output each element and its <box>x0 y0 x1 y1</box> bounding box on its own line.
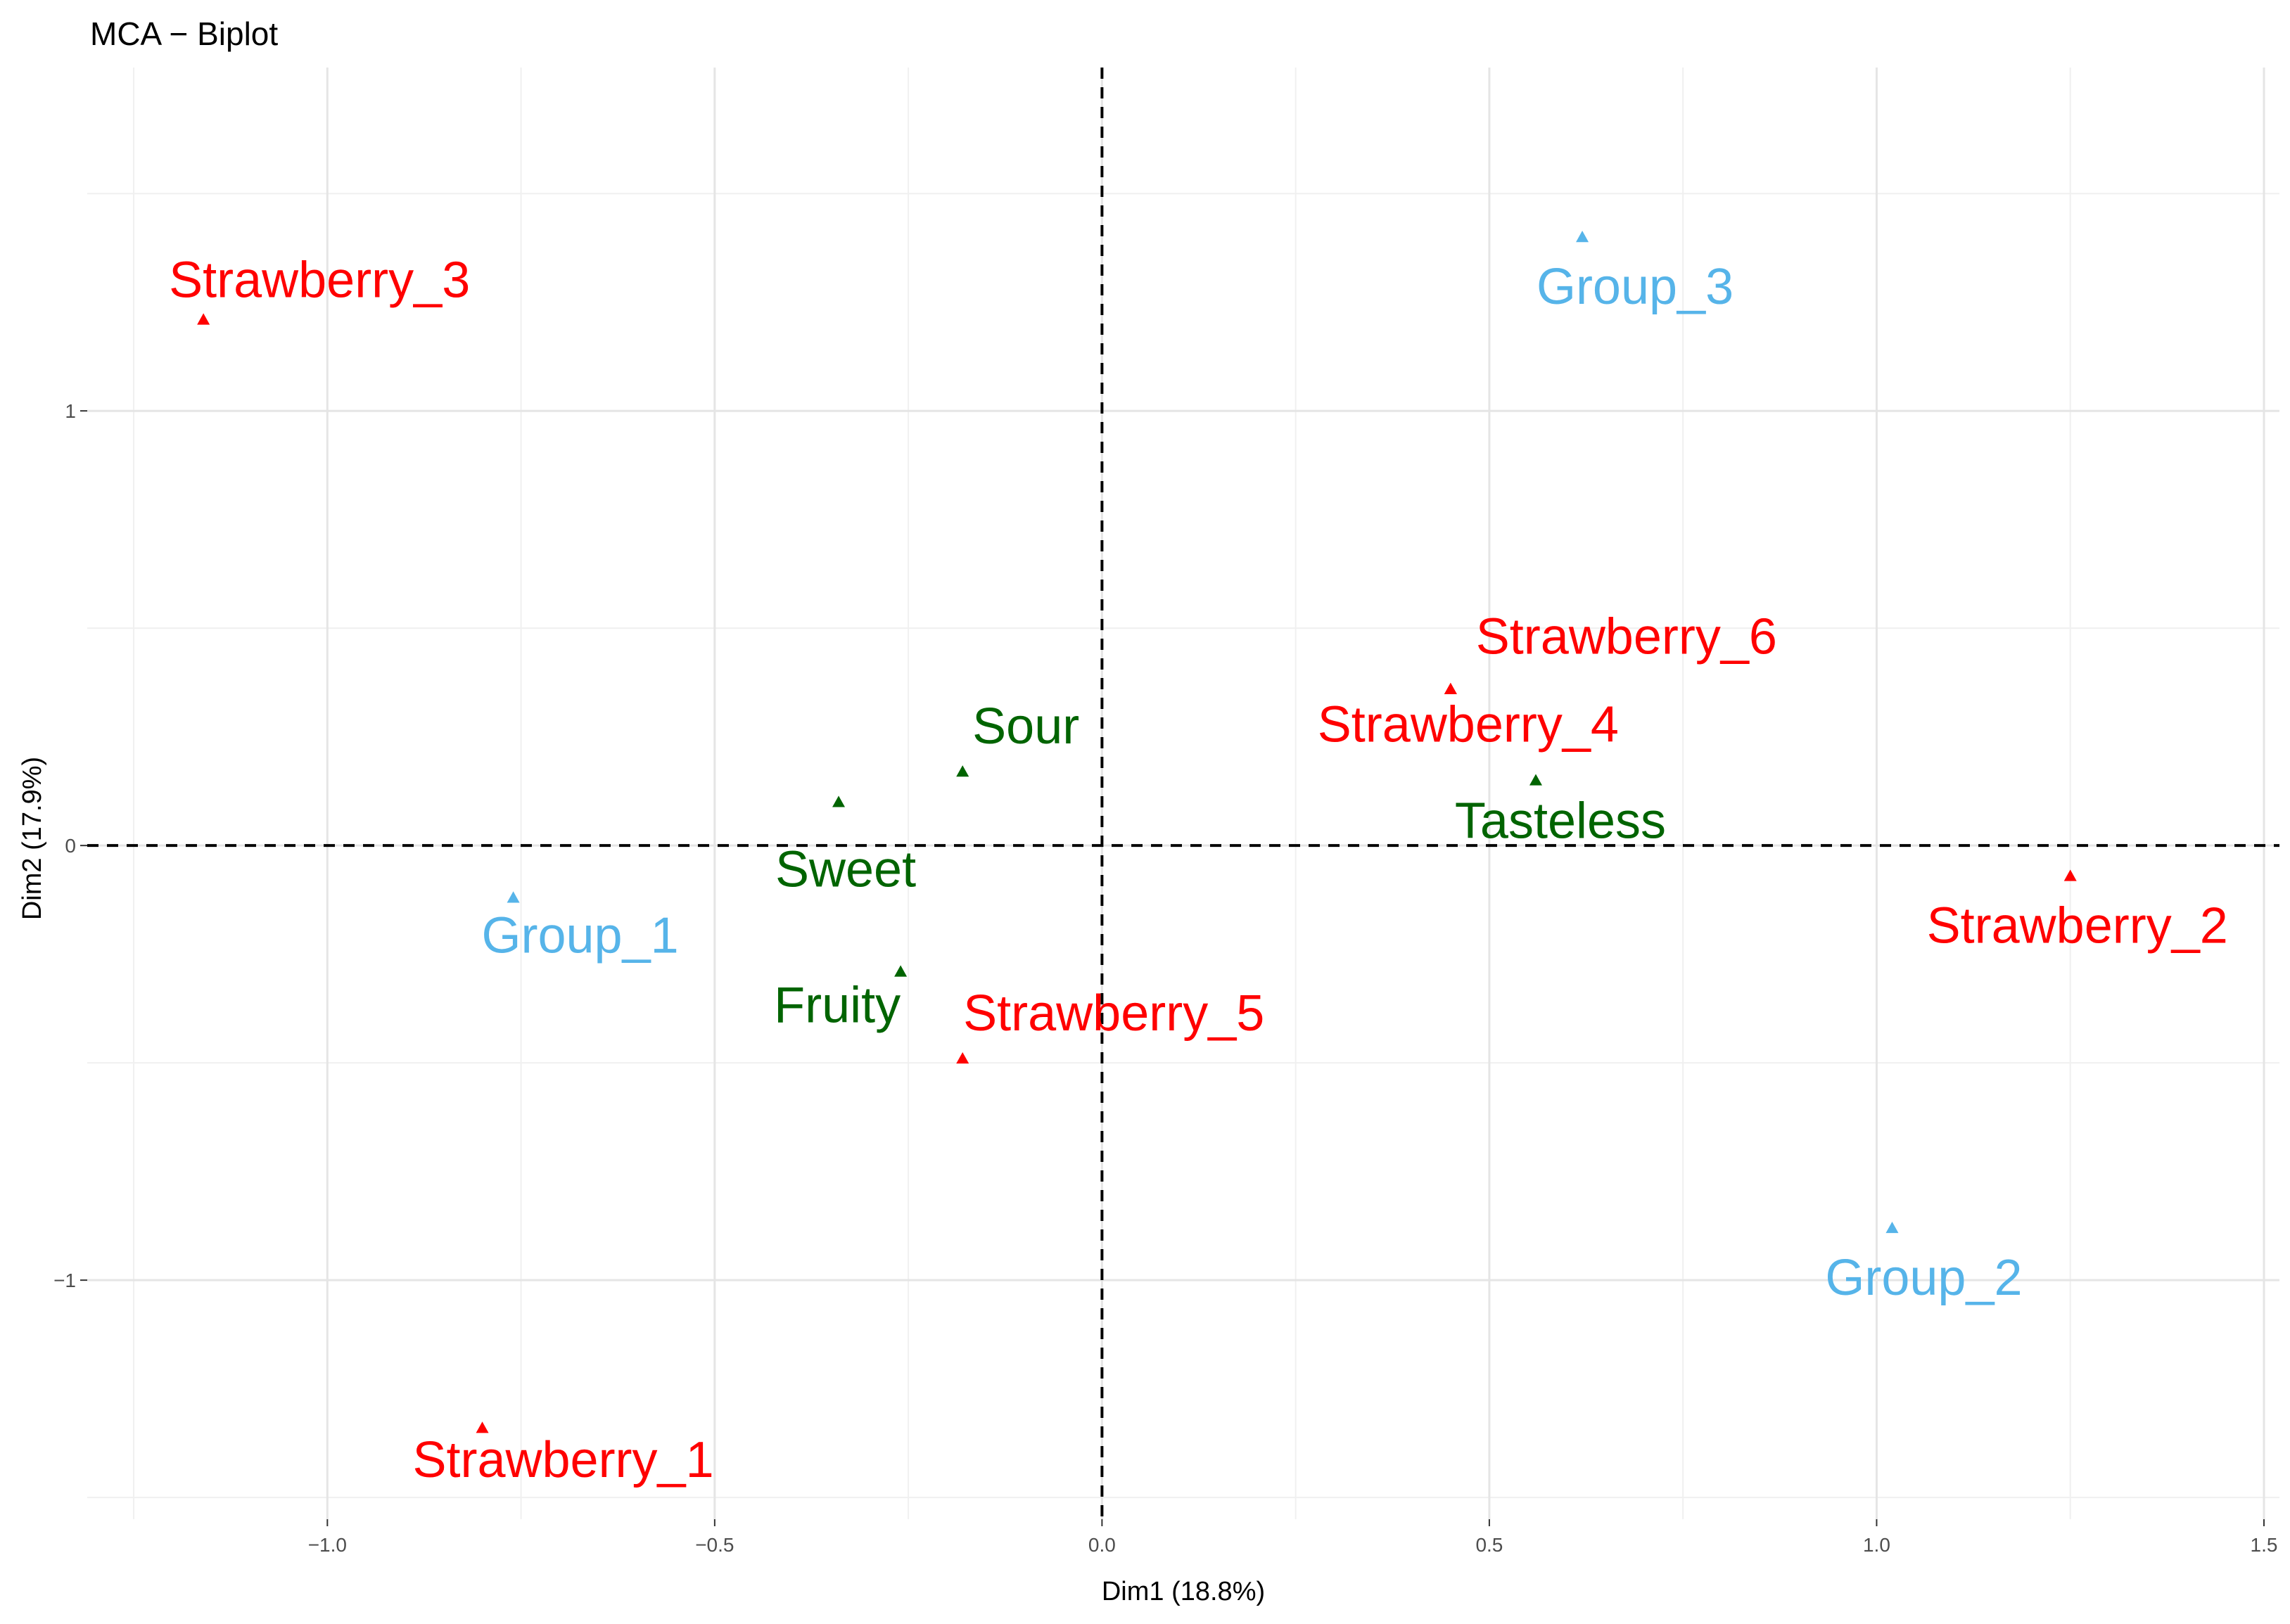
y-tick-label: 1 <box>65 400 76 422</box>
x-tick-label: 0.0 <box>1088 1534 1116 1556</box>
individuals-point <box>476 1421 489 1433</box>
axes: −1.0 −0.5 0.0 0.5 1.0 1.5 −1 0 1 <box>53 400 2277 1556</box>
individuals-label: Strawberry_2 <box>1927 897 2228 954</box>
individuals-point <box>2063 869 2077 881</box>
groups-label: Group_1 <box>481 907 678 964</box>
groups-point <box>1576 231 1589 243</box>
data-points <box>197 231 2077 1433</box>
variables-label: Fruity <box>774 977 901 1033</box>
individuals-label: Strawberry_5 <box>963 985 1264 1042</box>
variables-label: Sweet <box>775 841 916 897</box>
x-axis-title: Dim1 (18.8%) <box>1102 1577 1265 1606</box>
individuals-point <box>197 313 210 325</box>
individuals-point <box>956 1051 969 1064</box>
x-tick-label: 0.5 <box>1475 1534 1503 1556</box>
groups-point <box>507 891 520 903</box>
groups-point <box>1885 1221 1899 1234</box>
groups-label: Group_3 <box>1537 259 1734 315</box>
variables-label: Tasteless <box>1455 793 1666 849</box>
variables-point <box>956 765 969 777</box>
x-tick-label: 1.0 <box>1863 1534 1890 1556</box>
chart-title: MCA − Biplot <box>90 15 278 52</box>
y-tick-label: −1 <box>53 1270 76 1291</box>
data-labels: Strawberry_1 Strawberry_2 Strawberry_3 Stra… <box>169 252 2228 1488</box>
minor-grid <box>87 68 2279 1519</box>
x-tick-label: 1.5 <box>2251 1534 2278 1556</box>
individuals-label: Strawberry_1 <box>412 1432 713 1488</box>
y-axis-title: Dim2 (17.9%) <box>18 757 47 920</box>
variables-point <box>1529 774 1542 786</box>
individuals-label: Strawberry_4 <box>1318 697 1619 753</box>
variables-point <box>894 965 908 977</box>
reference-lines <box>87 68 2279 1519</box>
groups-label: Group_2 <box>1825 1250 2022 1306</box>
variables-label: Sour <box>972 698 1079 755</box>
individuals-label: Strawberry_3 <box>169 252 470 308</box>
individuals-label: Strawberry_6 <box>1476 609 1777 665</box>
individuals-point <box>1444 682 1457 694</box>
x-tick-label: −0.5 <box>695 1534 734 1556</box>
x-tick-label: −1.0 <box>308 1534 347 1556</box>
y-tick-label: 0 <box>65 835 76 857</box>
variables-point <box>832 795 846 807</box>
